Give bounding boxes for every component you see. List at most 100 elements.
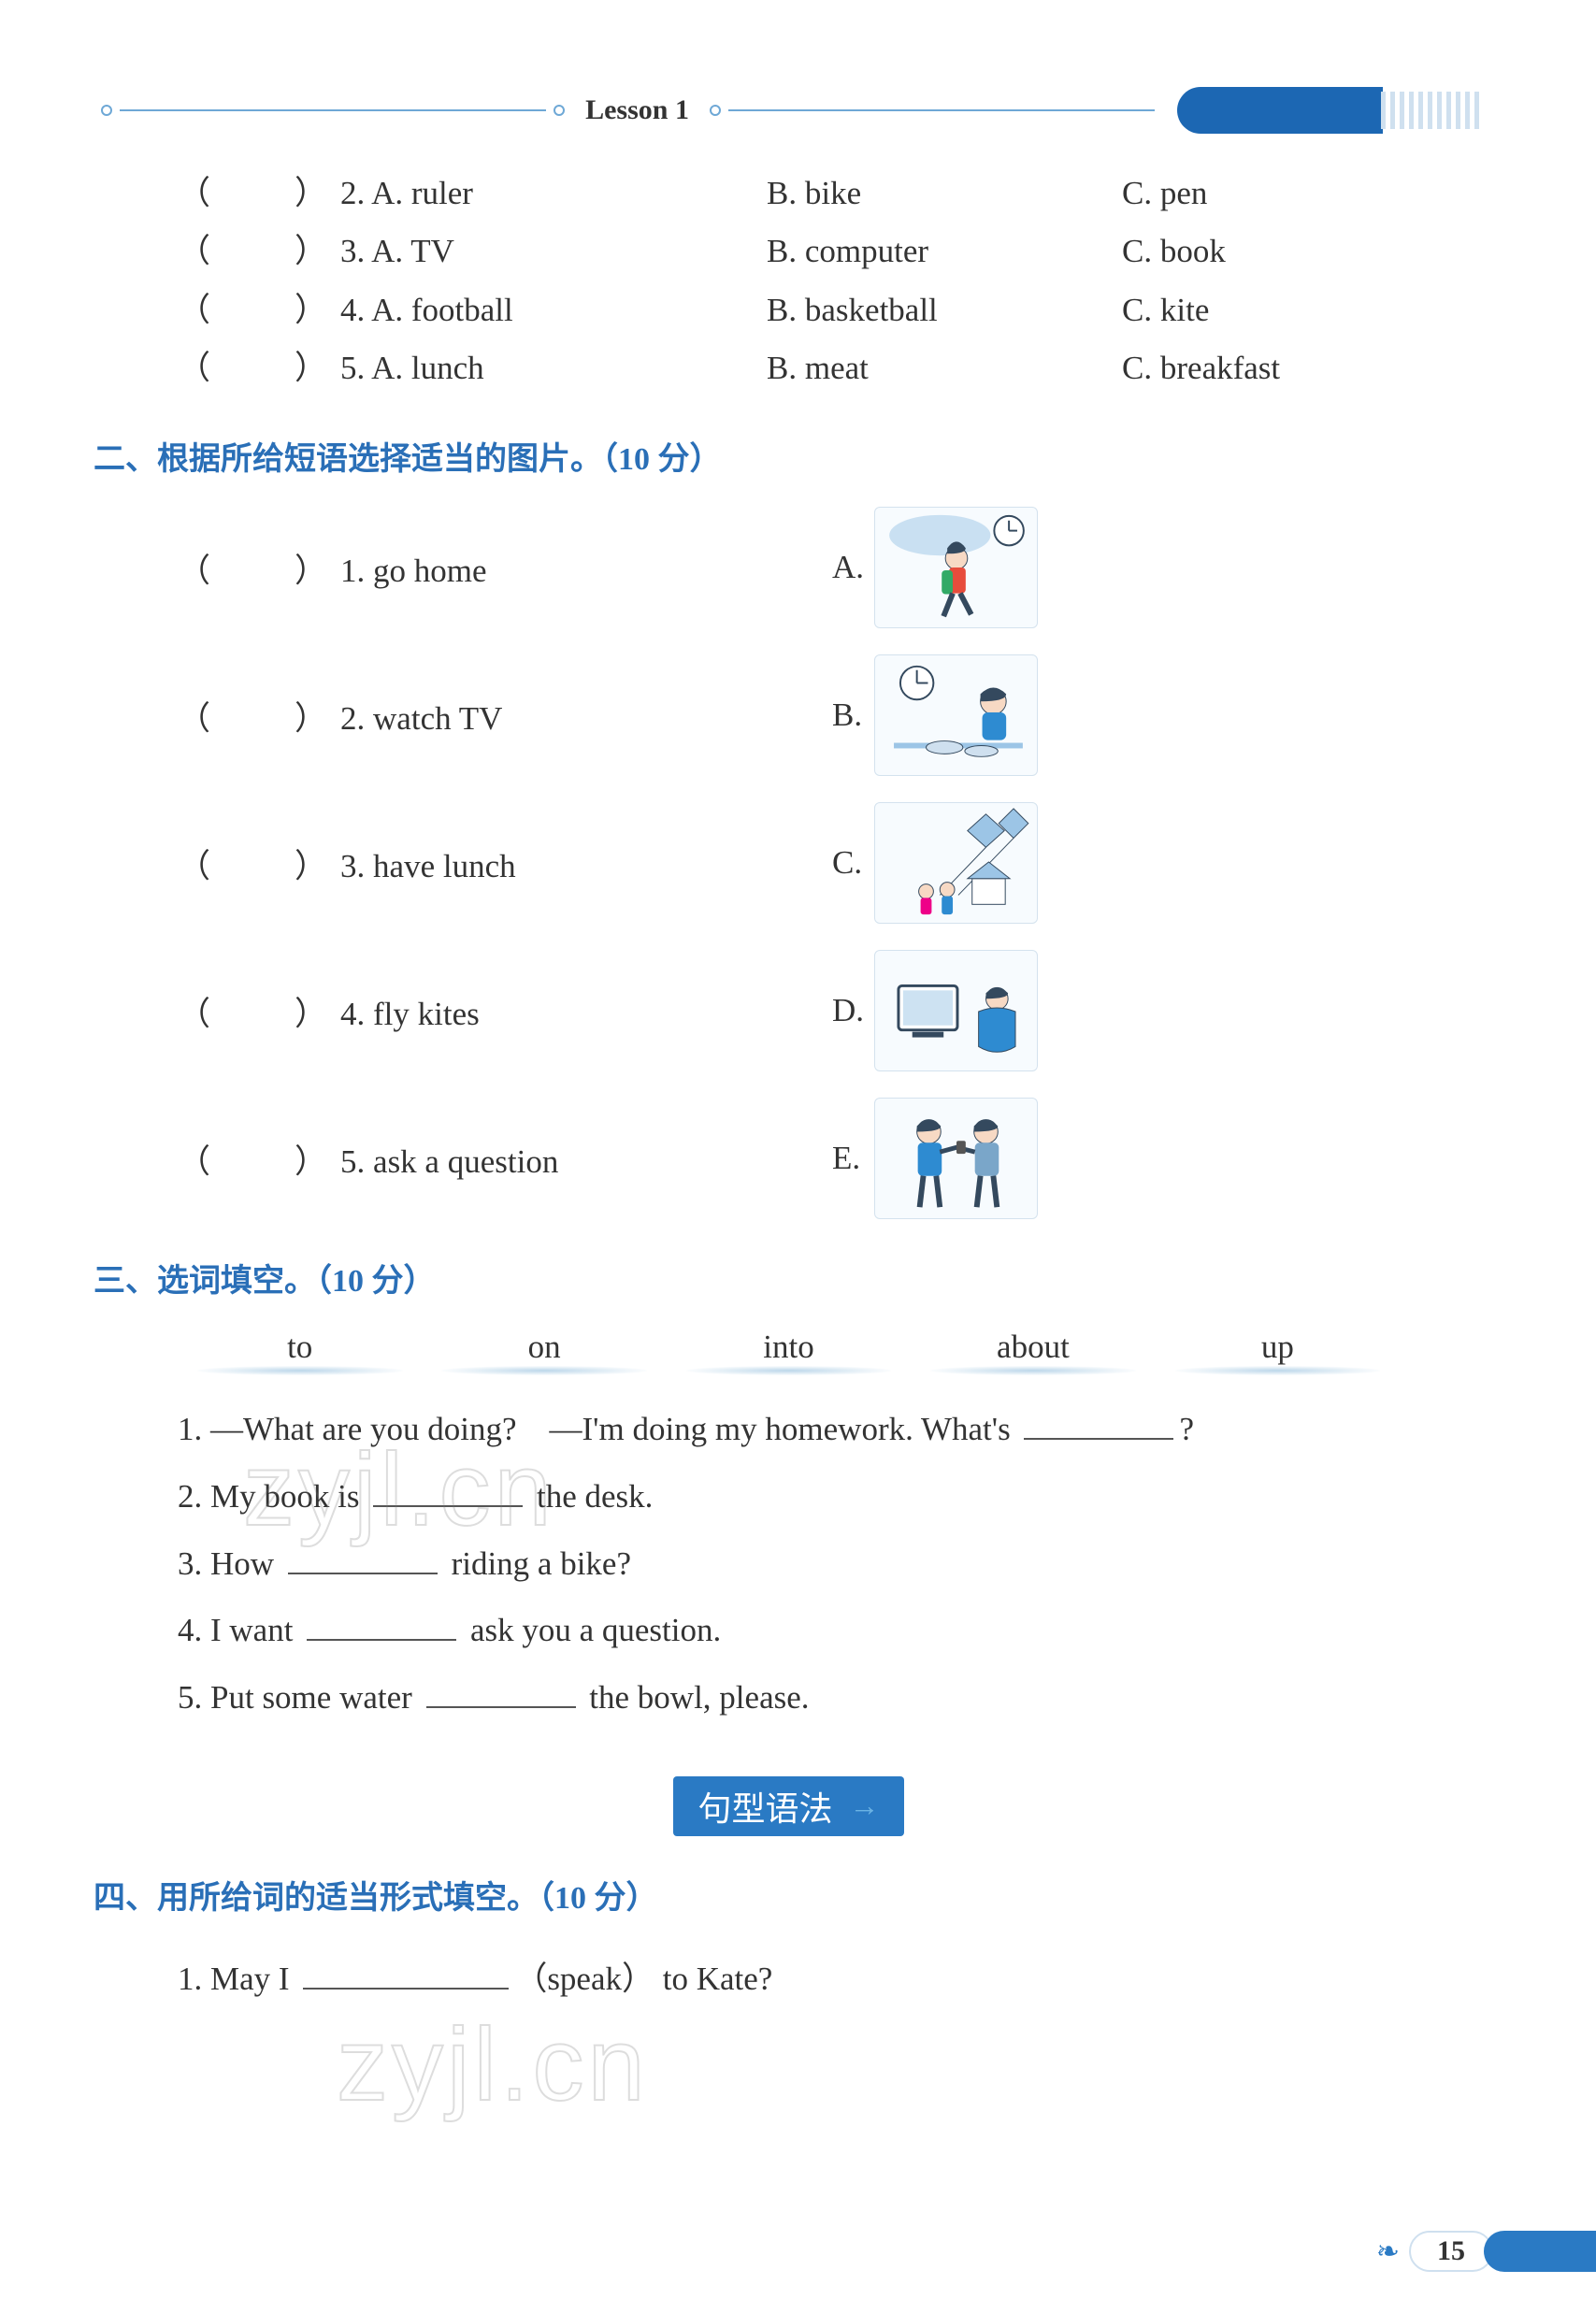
word-bank-item: to xyxy=(178,1329,422,1372)
match-row: （ ）1. go home A. xyxy=(178,507,1484,628)
fill-post: ? xyxy=(1179,1411,1194,1447)
header-tab xyxy=(1177,87,1383,134)
fill-pre: —What are you doing? —I'm doing my homew… xyxy=(210,1411,1018,1447)
fill-post: to Kate? xyxy=(654,1961,772,1997)
fill-item: 1. May I （speak） to Kate? xyxy=(178,1946,1484,2013)
rule-dot-icon xyxy=(101,105,112,116)
fill-pre: My book is xyxy=(210,1478,367,1515)
fill-blank[interactable] xyxy=(303,1957,509,1990)
fill-post: riding a bike? xyxy=(443,1545,631,1582)
fill-pre: May I xyxy=(210,1961,297,1997)
footer-tab xyxy=(1484,2231,1596,2272)
fill-pre: How xyxy=(210,1545,282,1582)
boy-walking-clock-icon xyxy=(874,507,1038,628)
header-hatch-icon xyxy=(1381,92,1484,129)
fill-num: 5. xyxy=(178,1679,210,1716)
match-letter: D. xyxy=(832,992,874,1029)
option-b: B. bike xyxy=(767,165,1122,223)
watermark: zyjl.cn xyxy=(337,2005,649,2124)
rule-dot-icon xyxy=(710,105,721,116)
word-bank-item: on xyxy=(422,1329,666,1372)
arrow-right-icon: → xyxy=(850,1789,880,1823)
match-label: （）3. have lunch xyxy=(178,840,832,887)
fill-blank[interactable] xyxy=(307,1608,456,1641)
page-footer: ❧ 15 xyxy=(1376,2231,1596,2272)
fill-post: the bowl, please. xyxy=(582,1679,810,1716)
match-phrase: 5. ask a question xyxy=(327,1143,558,1181)
fill-post: the desk. xyxy=(528,1478,653,1515)
fill-pre: I want xyxy=(210,1612,301,1648)
two-kids-talking-icon xyxy=(874,1098,1038,1219)
fill-blank[interactable] xyxy=(288,1542,438,1574)
match-letter: A. xyxy=(832,549,874,586)
section4-fill: 1. May I （speak） to Kate? xyxy=(178,1946,1484,2013)
person-eating-clock-icon xyxy=(874,654,1038,776)
match-row: （）2. watch TVB. xyxy=(178,654,1484,776)
page-number: 15 xyxy=(1409,2231,1493,2272)
fill-blank[interactable] xyxy=(426,1675,576,1708)
paren-close: ） xyxy=(295,165,327,223)
option-a: 4. A. football xyxy=(327,281,767,339)
fill-item: 5. Put some water the bowl, please. xyxy=(178,1664,1484,1731)
paren-open: （ xyxy=(178,1135,210,1183)
paren-open: （ xyxy=(178,281,210,339)
fill-num: 1. xyxy=(178,1411,210,1447)
paren-close: ） xyxy=(295,987,327,1035)
option-row: （）4. A. footballB. basketballC. kite xyxy=(178,281,1484,339)
option-b: B. meat xyxy=(767,339,1122,397)
fill-item: 2. My book is the desk. xyxy=(178,1463,1484,1530)
kid-watching-tv-icon xyxy=(874,950,1038,1071)
option-row: （）3. A. TVB. computerC. book xyxy=(178,223,1484,280)
fill-paren: （speak） xyxy=(514,1961,654,1997)
match-letter: E. xyxy=(832,1140,874,1177)
fill-num: 3. xyxy=(178,1545,210,1582)
leaf-icon: ❧ xyxy=(1376,2235,1400,2268)
match-letter: C. xyxy=(832,844,874,882)
word-bank: toonintoaboutup xyxy=(178,1329,1400,1372)
fill-blank[interactable] xyxy=(1024,1407,1173,1440)
match-phrase: 1. go home xyxy=(327,553,487,590)
match-label: （ ）5. ask a question xyxy=(178,1135,832,1183)
fill-item: 1. —What are you doing? —I'm doing my ho… xyxy=(178,1396,1484,1463)
match-row: （）3. have lunchC. xyxy=(178,802,1484,924)
paren-close: ） xyxy=(295,281,327,339)
option-a: 2. A. ruler xyxy=(327,165,767,223)
paren-open: （ xyxy=(178,840,210,887)
option-b: B. basketball xyxy=(767,281,1122,339)
paren-close: ） xyxy=(295,692,327,740)
option-row: （）5. A. lunchB. meatC. breakfast xyxy=(178,339,1484,397)
option-b: B. computer xyxy=(767,223,1122,280)
fill-blank[interactable] xyxy=(373,1474,523,1507)
paren-close: ） xyxy=(295,1135,327,1183)
match-label: （）2. watch TV xyxy=(178,692,832,740)
paren-open: （ xyxy=(178,692,210,740)
paren-open: （ xyxy=(178,987,210,1035)
paren-open: （ xyxy=(178,223,210,280)
section2-heading: 二、根据所给短语选择适当的图片。（10 分） xyxy=(93,433,1484,479)
match-phrase: 3. have lunch xyxy=(327,848,516,885)
word-bank-item: about xyxy=(911,1329,1155,1372)
fill-item: 3. How riding a bike? xyxy=(178,1530,1484,1598)
fill-num: 2. xyxy=(178,1478,210,1515)
option-a: 3. A. TV xyxy=(327,223,767,280)
option-c: C. book xyxy=(1122,223,1484,280)
fill-item: 4. I want ask you a question. xyxy=(178,1597,1484,1664)
section3-fill: 1. —What are you doing? —I'm doing my ho… xyxy=(178,1396,1484,1731)
paren-close: ） xyxy=(295,339,327,397)
section3-heading: 三、选词填空。（10 分） xyxy=(93,1255,1484,1300)
match-label: （ ）1. go home xyxy=(178,544,832,592)
match-label: （）4. fly kites xyxy=(178,987,832,1035)
section1-options: （）2. A. rulerB. bikeC. pen（）3. A. TVB. c… xyxy=(178,165,1484,397)
header-rule: Lesson 1 xyxy=(93,93,1484,127)
option-a: 5. A. lunch xyxy=(327,339,767,397)
paren-close: ） xyxy=(295,544,327,592)
section2-matching: （）1. go homeA.（）2. watch TVB.（）3. have l… xyxy=(93,507,1484,1219)
section4-heading: 四、用所给词的适当形式填空。（10 分） xyxy=(93,1872,1484,1918)
match-row: （）4. fly kitesD. xyxy=(178,950,1484,1071)
paren-open: （ xyxy=(178,544,210,592)
rule-line xyxy=(120,109,546,111)
match-row: （ ）5. ask a question E. xyxy=(178,1098,1484,1219)
fill-num: 4. xyxy=(178,1612,210,1648)
option-c: C. breakfast xyxy=(1122,339,1484,397)
fill-num: 1. xyxy=(178,1961,210,1997)
